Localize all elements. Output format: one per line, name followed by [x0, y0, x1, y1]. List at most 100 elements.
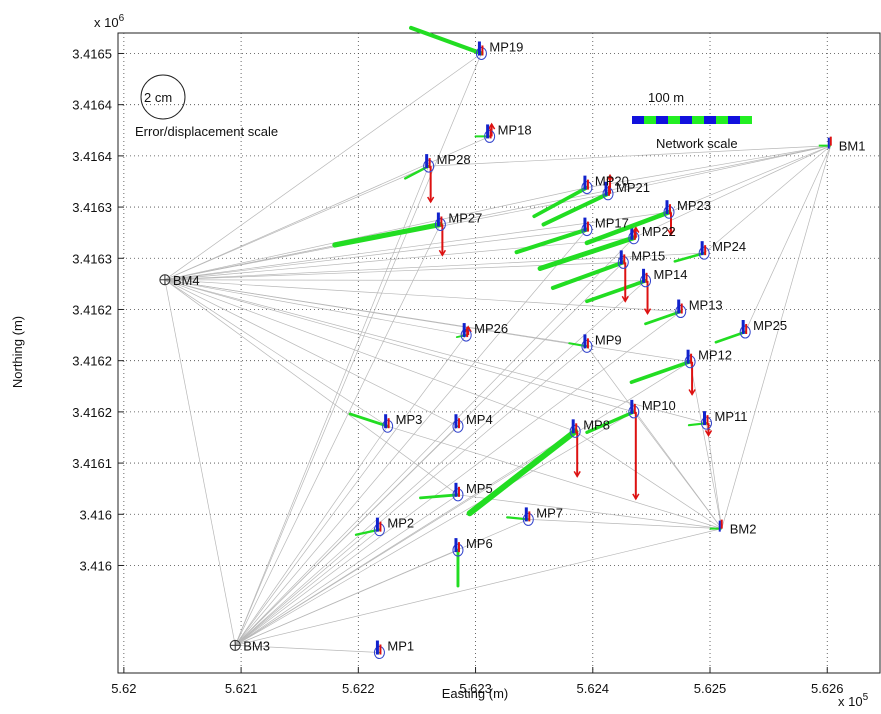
horizontal-displacement — [419, 493, 460, 500]
horizontal-displacement — [506, 516, 530, 521]
benchmark-label: BM2 — [730, 522, 757, 537]
horizontal-displacement — [541, 191, 611, 227]
network-line — [164, 279, 388, 427]
x-multiplier: x 105 — [838, 692, 869, 709]
error-scale: 2 cm Error/displacement scale — [135, 74, 278, 139]
point-label: MP14 — [654, 267, 688, 282]
network-line — [164, 145, 831, 281]
point-label: MP21 — [616, 180, 650, 195]
network-scale-caption: Network scale — [656, 136, 738, 151]
network-line — [235, 519, 529, 646]
network-line — [235, 411, 634, 646]
point-label: MP24 — [712, 239, 746, 254]
horizontal-displacement — [466, 428, 579, 517]
network-line — [607, 145, 831, 195]
network-line — [235, 645, 380, 653]
network-line — [575, 431, 722, 529]
y-tick-label: 3.4162 — [72, 405, 112, 420]
network-line — [457, 494, 722, 529]
network-line — [689, 361, 723, 529]
point-label: MP13 — [689, 298, 723, 313]
network-line — [164, 279, 681, 312]
horizontal-displacement — [354, 528, 381, 536]
point-label: MP26 — [474, 321, 508, 336]
network-line — [164, 279, 691, 363]
horizontal-displacement — [629, 359, 692, 385]
point-label: MP28 — [437, 152, 471, 167]
y-axis-label: Northing (m) — [10, 316, 25, 388]
network-line — [235, 529, 380, 646]
network-line — [633, 145, 831, 239]
y-tick-label: 3.4163 — [72, 200, 112, 215]
network-line — [586, 145, 831, 188]
network-line — [721, 145, 832, 529]
vertical-arrowhead — [688, 389, 696, 396]
point-label: MP25 — [753, 318, 787, 333]
network-lines — [164, 53, 832, 653]
network-scale-segment — [728, 116, 740, 124]
x-tick-label: 5.623 — [459, 681, 492, 696]
grid — [118, 33, 880, 673]
network-scale: 100 m Network scale — [632, 90, 752, 151]
x-tick-label: 5.621 — [225, 681, 258, 696]
network-scale-segment — [680, 116, 692, 124]
point-label: MP22 — [642, 224, 676, 239]
vertical-arrowhead — [487, 122, 496, 130]
network-line — [164, 136, 490, 281]
network-scale-segment — [656, 116, 668, 124]
network-scale-segment — [644, 116, 656, 124]
horizontal-displacement — [532, 185, 589, 219]
y-multiplier: x 106 — [94, 13, 125, 30]
network-line — [164, 53, 482, 281]
horizontal-displacement — [644, 310, 683, 326]
network-line — [235, 361, 691, 646]
network-line — [235, 311, 681, 646]
horizontal-displacement — [584, 209, 672, 246]
point-label: MP3 — [396, 412, 423, 427]
horizontal-displacement — [348, 412, 390, 428]
y-tick-label: 3.416 — [79, 558, 112, 573]
vertical-arrowhead — [427, 196, 435, 204]
network-scale-segment — [692, 116, 704, 124]
network-line — [164, 279, 459, 427]
x-tick-label: 5.626 — [811, 681, 844, 696]
vertical-arrowhead — [632, 226, 640, 233]
network-scale-segment — [740, 116, 752, 124]
network-line — [164, 279, 707, 424]
point-label: MP8 — [583, 417, 610, 432]
network-scale-segment — [716, 116, 728, 124]
vertical-arrowhead — [464, 325, 472, 333]
network-line — [164, 187, 587, 281]
network-scale-segment — [632, 116, 644, 124]
network-line — [164, 165, 429, 281]
plot-area — [117, 32, 881, 674]
point-label: MP18 — [498, 122, 532, 137]
network-scale-segment — [704, 116, 716, 124]
y-tick-label: 3.4165 — [72, 46, 112, 61]
network-line — [235, 494, 459, 646]
network-line — [235, 528, 722, 646]
point-label: MP6 — [466, 536, 493, 551]
network-line — [234, 280, 646, 646]
x-tick-label: 5.62 — [111, 681, 136, 696]
network-line — [234, 229, 588, 646]
point-label: MP19 — [489, 39, 523, 54]
horizontal-displacement — [585, 410, 636, 435]
benchmark-label: BM3 — [243, 638, 270, 653]
network-line — [164, 279, 459, 496]
network-scale-label: 100 m — [648, 90, 684, 105]
network-line — [234, 165, 429, 646]
error-scale-caption: Error/displacement scale — [135, 124, 278, 139]
network-line — [234, 334, 467, 646]
point-label: MP23 — [677, 198, 711, 213]
vertical-arrowhead — [621, 295, 629, 303]
point-label: MP1 — [387, 639, 414, 654]
network-line — [234, 237, 635, 646]
point-label: MP17 — [595, 216, 629, 231]
network-line — [164, 279, 236, 646]
y-tick-label: 3.4162 — [72, 302, 112, 317]
point-label: MP11 — [714, 409, 747, 424]
horizontal-displacement — [550, 260, 626, 291]
y-tick-label: 3.4162 — [72, 354, 112, 369]
